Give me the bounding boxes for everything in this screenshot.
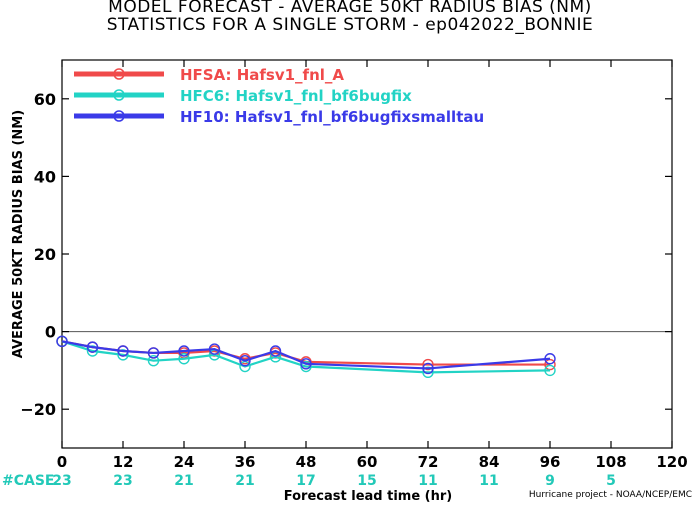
data-point-hfc6 (147, 355, 160, 367)
data-point-hf10 (544, 353, 556, 365)
data-point-hfc6 (544, 364, 556, 377)
chart-subtitle: STATISTICS FOR A SINGLE STORM - ep042022… (106, 15, 594, 35)
case-count: 15 (357, 473, 376, 489)
case-count: 17 (296, 473, 315, 489)
case-count: 11 (479, 473, 498, 489)
data-point-hf10 (56, 335, 68, 347)
data-point-hf10 (117, 345, 129, 357)
case-count: 5 (606, 473, 616, 489)
y-tick-label: 60 (34, 90, 56, 109)
y-tick-label: 0 (45, 323, 56, 342)
credit-label: Hurricane project - NOAA/NCEP/EMC (528, 490, 692, 500)
x-tick-label: 120 (656, 453, 687, 471)
case-count: 23 (52, 473, 71, 489)
y-tick-label: 40 (34, 167, 56, 186)
x-tick-label: 12 (113, 453, 134, 471)
series-line-hfc6 (61, 340, 551, 374)
y-tick-label: −20 (20, 400, 56, 419)
x-tick-label: 72 (418, 453, 439, 471)
x-tick-label: 24 (174, 453, 195, 471)
x-tick-label: 108 (595, 453, 626, 471)
data-point-hfc6 (422, 366, 434, 379)
x-tick-label: 60 (357, 453, 378, 471)
case-count: 11 (418, 473, 437, 489)
series-line-hf10 (61, 340, 551, 370)
legend-marker-hf10 (113, 110, 125, 122)
case-count: 23 (113, 473, 132, 489)
data-point-hf10 (422, 362, 434, 375)
legend-marker-hfc6 (113, 89, 125, 101)
data-point-hfsa (422, 358, 434, 371)
data-point-hf10 (86, 341, 99, 353)
data-point-hf10 (178, 345, 190, 357)
case-count: 9 (545, 473, 555, 489)
legend-marker-hfsa (113, 68, 125, 80)
x-tick-label: 36 (235, 453, 256, 471)
data-point-hfc6 (178, 353, 190, 365)
x-tick-label: 84 (479, 453, 500, 471)
case-count: 21 (174, 473, 193, 489)
data-point-hf10 (239, 355, 251, 367)
x-tick-label: 0 (57, 453, 67, 471)
case-count: 21 (235, 473, 254, 489)
legend-label-hfsa: HFSA: Hafsv1_fnl_A (180, 66, 344, 84)
legend-label-hfc6: HFC6: Hafsv1_fnl_bf6bugfix (180, 87, 412, 105)
chart-title: MODEL FORECAST - AVERAGE 50KT RADIUS BIA… (108, 0, 592, 17)
y-tick-label: 20 (34, 245, 56, 264)
x-axis-label: Forecast lead time (hr) (284, 489, 452, 504)
data-point-hf10 (300, 358, 312, 370)
data-point-hf10 (269, 345, 282, 357)
data-point-hfc6 (86, 345, 99, 357)
x-tick-label: 48 (296, 453, 317, 471)
y-axis-label: AVERAGE 50KT RADIUS BIAS (NM) (11, 110, 26, 358)
data-point-hf10 (147, 347, 160, 359)
data-point-hf10 (208, 343, 221, 355)
x-tick-label: 96 (540, 453, 561, 471)
legend-label-hf10: HF10: Hafsv1_fnl_bf6bugfixsmalltau (180, 108, 484, 126)
case-label: #CASE (2, 473, 55, 489)
data-point-hfc6 (117, 349, 129, 361)
